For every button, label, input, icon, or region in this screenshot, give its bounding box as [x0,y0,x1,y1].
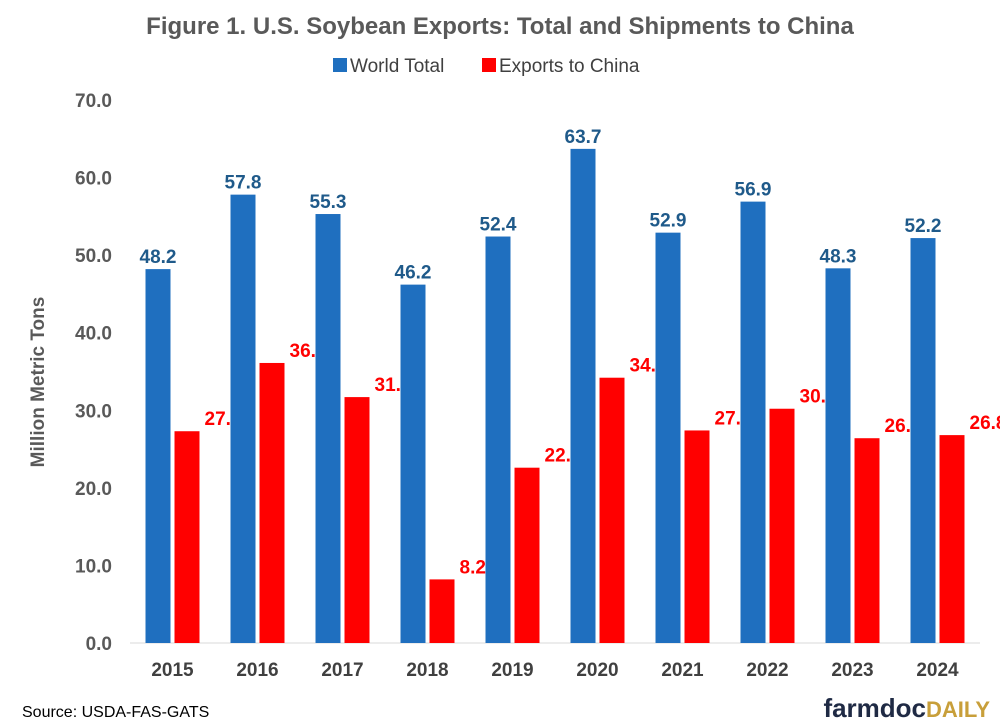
bar-world-total-2021 [655,232,681,643]
bar-world-total-2024 [910,238,936,643]
y-tick-label: 60.0 [75,169,112,190]
data-label-world-total-2018: 46.2 [395,263,432,284]
x-tick-label-2021: 2021 [661,660,704,681]
x-tick-label-2024: 2024 [916,660,959,681]
legend-label-exports-to-china: Exports to China [499,56,640,77]
data-label-exports-to-china-2024: 26.8 [970,413,1000,434]
x-tick-label-2018: 2018 [406,660,448,681]
x-tick-label-2023: 2023 [831,660,873,681]
legend-label-world-total: World Total [350,56,444,77]
x-tick-label-2016: 2016 [236,660,278,681]
bar-world-total-2023 [825,268,851,643]
chart-title: Figure 1. U.S. Soybean Exports: Total an… [146,13,854,40]
bar-exports-to-china-2017 [344,397,370,643]
legend-swatch-exports-to-china [482,58,496,72]
y-tick-label: 10.0 [75,556,112,577]
data-label-exports-to-china-2018: 8.2 [460,557,486,578]
data-label-world-total-2022: 56.9 [735,180,772,201]
legend-swatch-world-total [333,58,347,72]
bar-exports-to-china-2020 [599,377,625,643]
bar-world-total-2015 [145,269,171,643]
bar-world-total-2022 [740,201,766,643]
farmdoc-daily-logo: farmdocDAILY [823,693,990,723]
bar-exports-to-china-2024 [939,435,965,643]
y-tick-label: 20.0 [75,479,112,500]
x-tick-label-2020: 2020 [576,660,618,681]
data-label-world-total-2020: 63.7 [565,127,602,148]
data-label-world-total-2024: 52.2 [905,216,942,237]
y-tick-label: 50.0 [75,246,112,267]
data-label-world-total-2015: 48.2 [140,247,177,268]
bar-world-total-2017 [315,214,341,643]
bars: 48.227.357.836.155.331.746.28.252.422.66… [140,127,1000,644]
x-tick-label-2019: 2019 [491,660,533,681]
bar-world-total-2020 [570,148,596,643]
bar-world-total-2016 [230,194,256,643]
bar-world-total-2018 [400,284,426,643]
bar-exports-to-china-2016 [259,362,285,643]
svg-text:farmdocDAILY: farmdocDAILY [823,693,990,723]
y-tick-label: 30.0 [75,401,112,422]
x-tick-label-2015: 2015 [151,660,194,681]
data-label-world-total-2016: 57.8 [225,173,262,194]
y-tick-label: 0.0 [86,634,112,655]
x-tick-label-2017: 2017 [321,660,363,681]
x-axis-ticks: 2015 2016 2017 2018 2019 2020 2021 2022 2023 2024 [151,660,959,681]
data-label-world-total-2023: 48.3 [820,246,857,267]
legend: World Total Exports to China [333,56,640,77]
x-tick-label-2022: 2022 [746,660,788,681]
bar-exports-to-china-2018 [429,579,455,643]
y-axis-label: Million Metric Tons [28,297,49,468]
logo-text-farmdoc: farmdoc [823,693,926,723]
bar-exports-to-china-2019 [514,467,540,643]
data-label-world-total-2017: 55.3 [310,192,347,213]
data-label-world-total-2019: 52.4 [480,215,517,236]
bar-exports-to-china-2022 [769,408,795,643]
bar-exports-to-china-2023 [854,438,880,643]
bar-exports-to-china-2015 [174,431,200,643]
data-label-world-total-2021: 52.9 [650,211,687,232]
bar-world-total-2019 [485,236,511,644]
y-tick-label: 70.0 [75,91,112,112]
logo-text-daily: DAILY [926,697,990,722]
bar-exports-to-china-2021 [684,430,710,643]
y-tick-label: 40.0 [75,324,112,345]
source-note: Source: USDA-FAS-GATS [22,704,209,721]
y-axis-ticks: 0.0 10.0 20.0 30.0 40.0 50.0 60.0 70.0 [75,91,112,655]
